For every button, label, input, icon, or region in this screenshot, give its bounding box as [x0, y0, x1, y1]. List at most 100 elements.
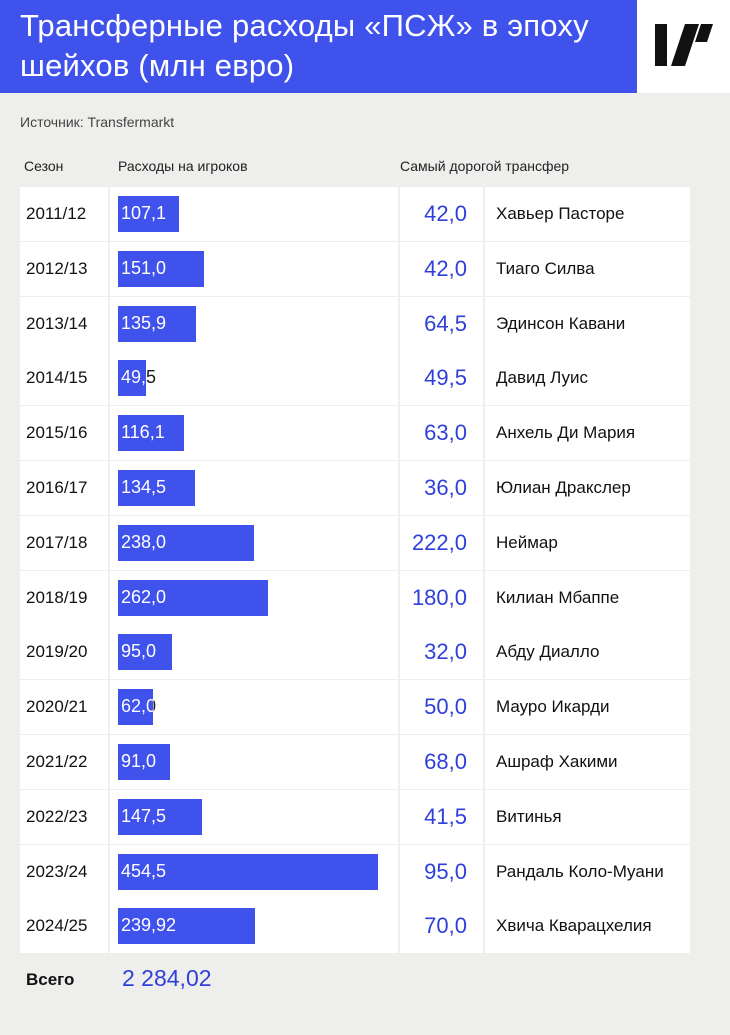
spending-cell: 135,9: [110, 296, 398, 351]
tj-logo-icon: [655, 24, 713, 66]
player-name: Неймар: [496, 532, 558, 552]
top-transfer-cell: 180,0: [400, 570, 483, 625]
top-transfer-cell: 64,5: [400, 296, 483, 351]
player-cell: Давид Луис: [485, 351, 690, 406]
spending-cell: 239,92: [110, 899, 398, 954]
column-header-season: Сезон: [24, 158, 64, 174]
spending-cell: 116,1: [110, 406, 398, 461]
spending-bar: [118, 853, 378, 890]
player-name: Абду Диалло: [496, 642, 600, 662]
player-cell: Эдинсон Кавани: [485, 296, 690, 351]
season-label: 2020/21: [26, 697, 88, 717]
spending-cell: 147,5: [110, 789, 398, 844]
top-transfer-cell: 36,0: [400, 461, 483, 515]
spending-cell: 151,0: [110, 241, 398, 296]
player-name: Эдинсон Кавани: [496, 313, 626, 333]
season-cell: 2016/17: [20, 461, 108, 515]
table-row: 2021/22 91,0 68,0 Ашраф Хакими: [0, 735, 730, 789]
total-label: Всего: [26, 970, 75, 989]
top-transfer-value: 180,0: [411, 584, 467, 610]
player-name: Хавьер Пасторе: [496, 204, 625, 223]
season-label: 2021/22: [26, 752, 88, 771]
season-cell: 2018/19: [20, 570, 108, 625]
player-cell: Рандаль Коло-Муани: [485, 844, 690, 899]
season-cell: 2012/13: [20, 241, 108, 296]
player-cell: Хвича Кварацхелия: [485, 899, 690, 954]
player-cell: Юлиан Дракслер: [485, 461, 690, 515]
total-value: 2 284,02: [122, 965, 212, 991]
spending-cell: 134,5: [110, 461, 398, 515]
top-transfer-value: 49,5: [424, 365, 467, 391]
top-transfer-cell: 95,0: [400, 844, 483, 899]
season-cell: 2011/12: [20, 187, 108, 241]
spending-bar: [118, 524, 255, 561]
table-row: 2023/24 454,5 95,0 Рандаль Коло-Муани: [0, 844, 730, 899]
spending-bar: [118, 908, 256, 945]
top-transfer-cell: 41,5: [400, 789, 483, 844]
top-transfer-cell: 63,0: [400, 406, 483, 461]
season-cell: 2014/15: [20, 351, 108, 406]
spending-bar: [118, 415, 185, 452]
season-cell: 2019/20: [20, 625, 108, 680]
spending-value-label: 49,5: [121, 367, 157, 388]
player-cell: Неймар: [485, 515, 690, 570]
player-name: Анхель Ди Мария: [496, 423, 636, 443]
season-label: 2012/13: [26, 258, 88, 278]
top-transfer-cell: 68,0: [400, 735, 483, 789]
player-name: Хвича Кварацхелия: [496, 916, 652, 936]
player-cell: Ашраф Хакими: [485, 735, 690, 789]
top-transfer-value: 41,5: [424, 803, 467, 829]
spending-bar: [118, 744, 171, 780]
season-cell: 2021/22: [20, 735, 108, 789]
player-name: Рандаль Коло-Муани: [496, 861, 664, 881]
season-label: 2017/18: [26, 532, 88, 552]
top-transfer-value: 42,0: [424, 201, 467, 226]
player-name: Ашраф Хакими: [496, 752, 618, 771]
spending-bar: [118, 798, 203, 835]
top-transfer-value: 64,5: [424, 310, 467, 336]
player-cell: Хавьер Пасторе: [485, 187, 690, 241]
season-label: 2013/14: [26, 313, 88, 333]
season-label: 2023/24: [26, 861, 88, 881]
player-name: Мауро Икарди: [496, 697, 610, 717]
spending-cell: 454,5: [110, 844, 398, 899]
player-cell: Витинья: [485, 789, 690, 844]
spending-value-label: 147,5: [121, 805, 167, 826]
table-row: 2018/19 262,0 180,0 Килиан Мбаппе: [0, 570, 730, 625]
season-cell: 2013/14: [20, 296, 108, 351]
season-label: 2024/25: [26, 916, 88, 936]
spending-value-label: 262,0: [121, 586, 167, 607]
player-name: Юлиан Дракслер: [496, 478, 631, 497]
player-name: Килиан Мбаппе: [496, 587, 620, 607]
table-row: 2015/16 116,1 63,0 Анхель Ди Мария: [0, 406, 730, 461]
season-cell: 2015/16: [20, 406, 108, 461]
spending-value-label: 91,0: [121, 751, 157, 771]
player-cell: Абду Диалло: [485, 625, 690, 680]
table-row: 2017/18 238,0 222,0 Неймар: [0, 515, 730, 570]
season-cell: 2022/23: [20, 789, 108, 844]
chart-title: Трансферные расходы «ПСЖ» в эпоху шейхов…: [20, 8, 589, 83]
spending-bar: [118, 360, 147, 397]
spending-value-label: 135,9: [121, 312, 167, 333]
top-transfer-value: 36,0: [424, 475, 467, 500]
column-header-spending: Расходы на игроков: [118, 158, 248, 174]
player-cell: Килиан Мбаппе: [485, 570, 690, 625]
spending-cell: 262,0: [110, 570, 398, 625]
table-row: 2012/13 151,0 42,0 Тиаго Силва: [0, 241, 730, 296]
spending-cell: 238,0: [110, 515, 398, 570]
spending-bar: [118, 634, 173, 671]
spending-cell: 91,0: [110, 735, 398, 789]
top-transfer-cell: 50,0: [400, 680, 483, 735]
top-transfer-cell: 222,0: [400, 515, 483, 570]
spending-bar: [118, 579, 268, 616]
player-cell: Анхель Ди Мария: [485, 406, 690, 461]
player-name: Витинья: [496, 806, 562, 826]
top-transfer-value: 32,0: [424, 639, 467, 665]
header-banner: Трансферные расходы «ПСЖ» в эпоху шейхов…: [0, 0, 637, 93]
top-transfer-value: 95,0: [424, 858, 467, 884]
spending-value-label: 238,0: [121, 531, 167, 552]
table-row: 2020/21 62,0 50,0 Мауро Икарди: [0, 680, 730, 735]
season-cell: 2024/25: [20, 899, 108, 954]
spending-bar: [118, 689, 154, 726]
season-label: 2018/19: [26, 587, 88, 607]
